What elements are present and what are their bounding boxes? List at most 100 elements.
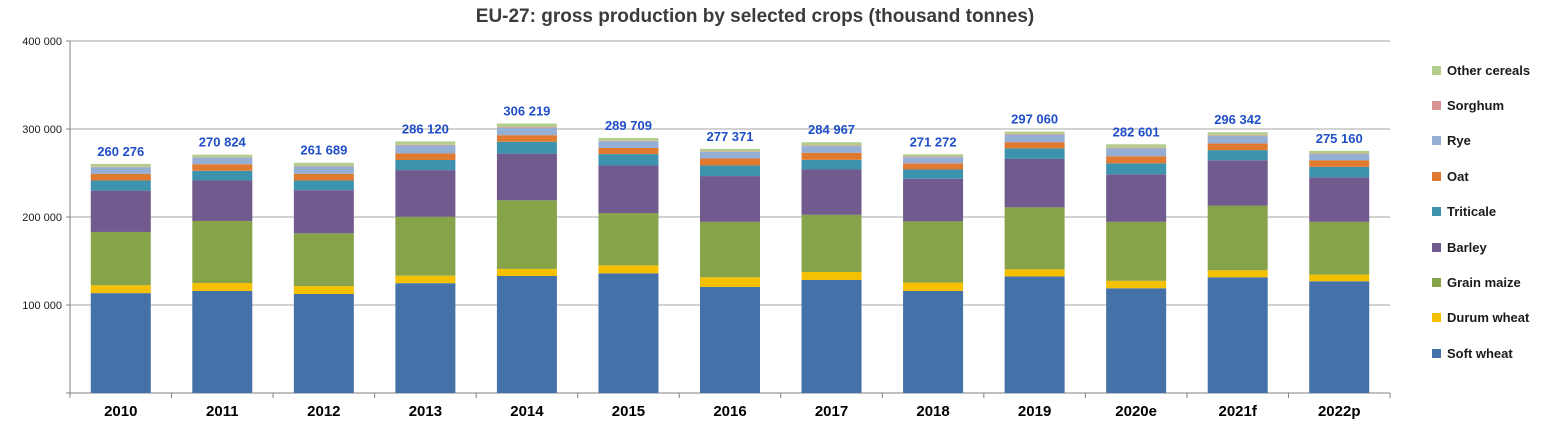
bar-segment-oat — [293, 173, 354, 181]
bar-segment-soft-wheat — [1106, 288, 1167, 393]
bar-segment-barley — [395, 170, 456, 217]
bar-segment-durum-wheat — [1004, 269, 1065, 277]
bar-segment-other-cereals — [903, 154, 964, 157]
bar-segment-other-cereals — [395, 141, 456, 145]
bar-segment-oat — [598, 147, 659, 155]
bar-segment-oat — [192, 164, 253, 171]
bar-segment-soft-wheat — [90, 293, 151, 393]
bar-segment-other-cereals — [700, 148, 760, 152]
bar-segment-barley — [90, 190, 151, 232]
legend-swatch — [1432, 313, 1441, 323]
legend-item: Grain maize — [1432, 274, 1521, 290]
x-tick-label: 2012 — [307, 403, 340, 420]
bar-segment-grain-maize — [90, 231, 151, 286]
bar-segment-sorghum — [700, 151, 760, 152]
y-tick-label: 100 000 — [22, 300, 62, 312]
x-tick-label: 2016 — [713, 403, 746, 420]
x-tick-label: 2010 — [104, 403, 137, 420]
bar-segment-barley — [1207, 160, 1268, 206]
bar-segment-other-cereals — [598, 138, 659, 141]
bar-segment-rye — [598, 141, 659, 148]
bar-segment-durum-wheat — [496, 268, 557, 276]
legend-label: Sorghum — [1447, 97, 1505, 113]
bar-segment-barley — [293, 190, 354, 234]
legend-swatch — [1432, 207, 1441, 217]
bar-segment-triticale — [1106, 163, 1167, 175]
legend-label: Triticale — [1447, 204, 1497, 220]
legend-item: Rye — [1432, 133, 1471, 149]
legend-item: Sorghum — [1432, 97, 1504, 113]
bar-segment-oat — [903, 163, 964, 170]
bar-segment-grain-maize — [700, 221, 760, 278]
bar-segment-soft-wheat — [192, 290, 253, 393]
total-label: 282 601 — [1113, 124, 1160, 139]
bar-segment-durum-wheat — [1309, 274, 1370, 282]
bar-segment-rye — [1004, 134, 1065, 143]
y-tick-label: 200 000 — [22, 212, 62, 224]
bar-segment-triticale — [598, 154, 659, 166]
tick-labels: 100 000 200 000 300 000 400 000 2010 2011 2012… — [22, 36, 1360, 420]
bar-segment-durum-wheat — [598, 265, 659, 274]
legend-item: Barley — [1432, 239, 1487, 255]
bar-segment-triticale — [1207, 150, 1268, 161]
bar-segment-other-cereals — [1309, 150, 1370, 154]
legend-item: Soft wheat — [1432, 345, 1513, 361]
bar-segment-rye — [1309, 154, 1370, 161]
bar-segment-grain-maize — [801, 214, 862, 272]
total-label: 260 276 — [97, 144, 144, 159]
bar-segment-soft-wheat — [801, 279, 862, 393]
x-tick-label: 2022p — [1318, 403, 1361, 420]
x-tick-label: 2020e — [1115, 403, 1157, 420]
bar-segment-triticale — [90, 180, 151, 191]
bar-segment-soft-wheat — [1004, 276, 1065, 393]
legend-swatch — [1432, 242, 1441, 252]
bar-segment-sorghum — [801, 145, 862, 147]
x-tick-label: 2015 — [612, 403, 645, 420]
total-label: 284 967 — [808, 122, 855, 137]
legend-swatch — [1432, 65, 1441, 75]
bar-segment-barley — [1309, 177, 1370, 222]
bar-segment-oat — [700, 158, 760, 166]
bar-segment-durum-wheat — [90, 285, 151, 294]
bar-segment-oat — [801, 152, 862, 160]
bar-segment-triticale — [1004, 148, 1065, 159]
legend-swatch — [1432, 348, 1441, 358]
bar-segment-soft-wheat — [903, 290, 964, 393]
bar-segment-grain-maize — [293, 233, 354, 287]
bar-segment-barley — [496, 153, 557, 201]
bar-segment-oat — [1004, 142, 1065, 149]
total-label: 270 824 — [199, 135, 247, 150]
bar-segment-oat — [496, 135, 557, 142]
legend-label: Rye — [1447, 133, 1471, 149]
bar-segment-sorghum — [1309, 153, 1370, 155]
x-tick-label: 2017 — [815, 403, 848, 420]
bar-segment-other-cereals — [1106, 144, 1167, 148]
bar-segment-soft-wheat — [496, 275, 557, 393]
bar-segment-rye — [1207, 136, 1268, 144]
bar-segment-soft-wheat — [598, 273, 659, 393]
bar-segment-sorghum — [395, 144, 456, 146]
bar-segment-grain-maize — [903, 221, 964, 283]
bar-segment-triticale — [192, 170, 253, 181]
y-tick-label: 400 000 — [22, 36, 62, 48]
bar-segment-other-cereals — [496, 123, 557, 127]
bar-segment-oat — [395, 153, 456, 160]
bar-segment-durum-wheat — [1106, 280, 1167, 289]
bar-segment-sorghum — [1106, 147, 1167, 149]
legend-swatch — [1432, 136, 1441, 146]
total-label: 289 709 — [605, 118, 652, 133]
total-label: 275 160 — [1316, 131, 1363, 146]
legend-item: Other cereals — [1432, 62, 1530, 78]
bar-segment-triticale — [801, 159, 862, 170]
total-label: 297 060 — [1011, 112, 1058, 127]
bar-segment-triticale — [496, 141, 557, 154]
x-tick-label: 2013 — [409, 403, 442, 420]
bar-segment-triticale — [700, 165, 760, 177]
legend-label: Oat — [1447, 168, 1469, 184]
bar-segment-triticale — [293, 180, 354, 191]
bar-segment-durum-wheat — [903, 282, 964, 291]
bar-segment-sorghum — [1207, 135, 1268, 137]
bar-segment-other-cereals — [1004, 131, 1065, 135]
bar-segment-oat — [90, 173, 151, 181]
